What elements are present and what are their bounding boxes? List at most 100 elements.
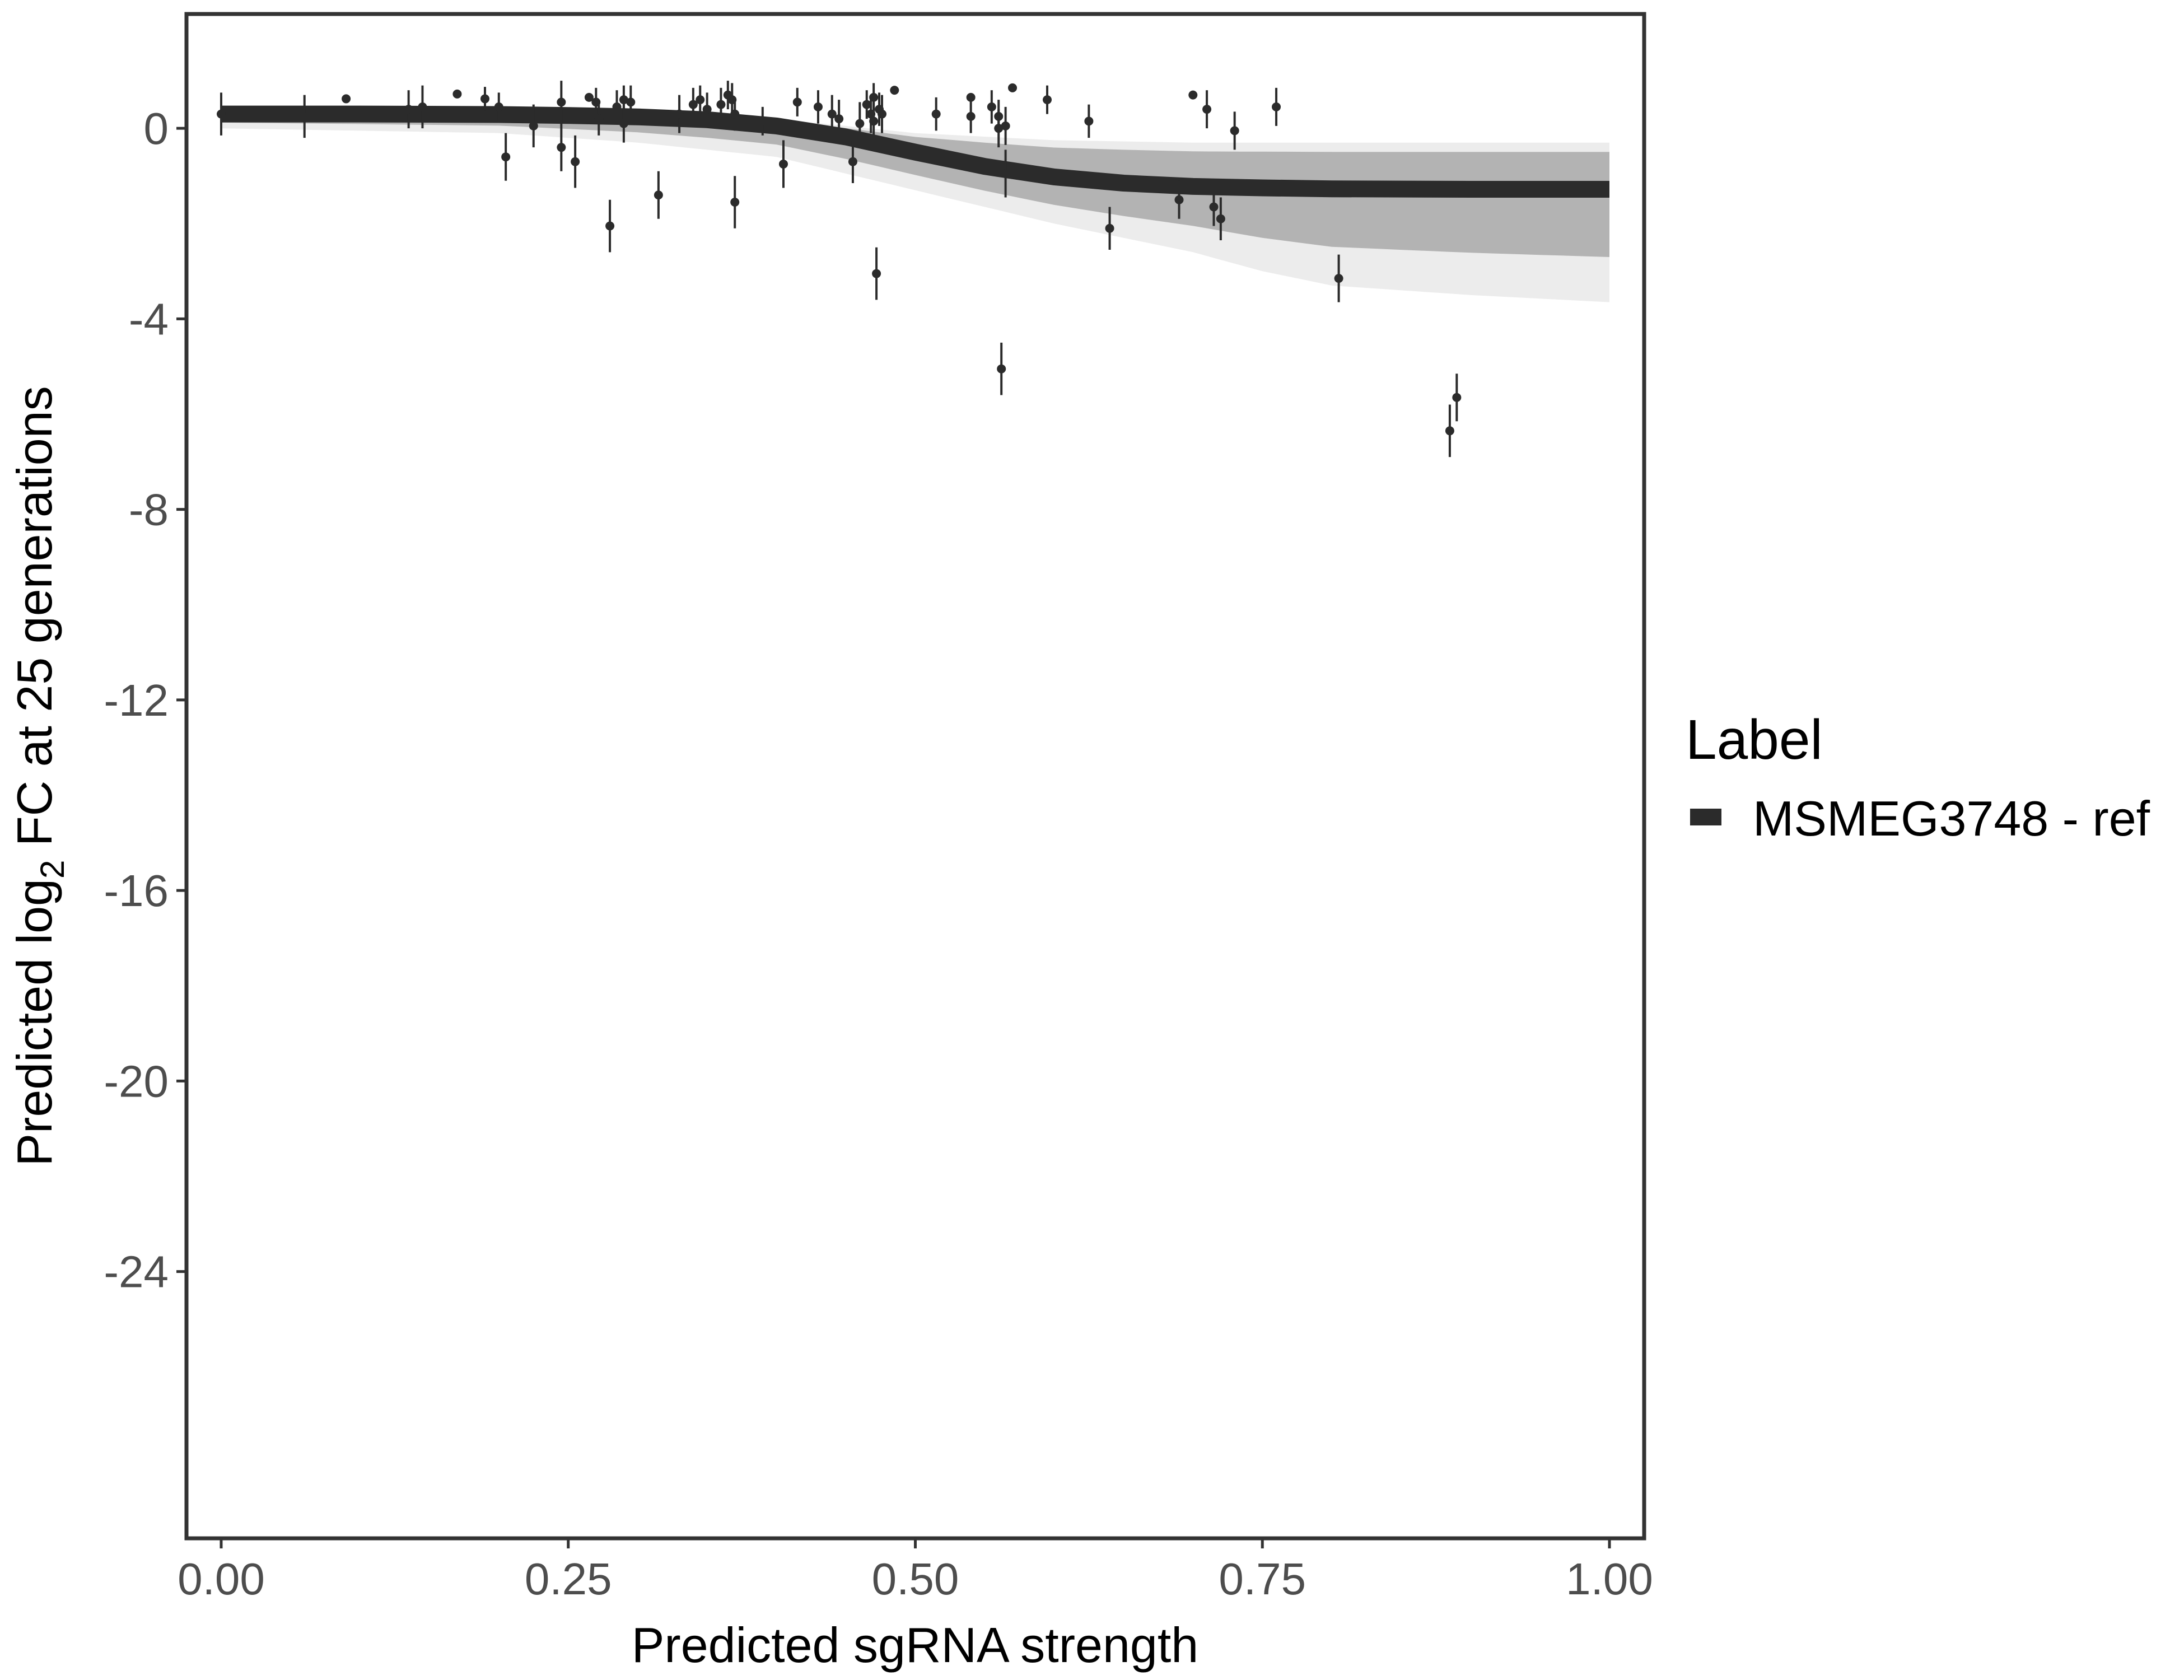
data-point-47 [931,97,941,131]
y-axis: 0 -4 -8 -12 -16 -20 -24 [104,104,186,1297]
point-marker [869,116,879,126]
data-point-63 [1209,188,1219,226]
data-point-34 [813,90,823,124]
data-point-2 [342,94,351,104]
point-marker [1202,105,1212,114]
data-point-37 [848,140,857,183]
point-marker [675,109,684,119]
point-marker [1008,83,1018,92]
data-point-1 [300,95,309,138]
data-point-66 [1272,87,1281,126]
point-marker [688,100,698,109]
point-marker [1209,202,1219,212]
point-marker [605,221,615,231]
point-marker [501,152,511,162]
legend: Label MSMEG3748 - ref [1686,708,2150,846]
point-marker [529,121,538,130]
data-point-32 [778,140,788,188]
data-point-29 [730,97,740,131]
point-marker [931,109,941,119]
data-point-60 [1174,180,1184,219]
point-marker [300,111,309,121]
point-marker [1445,426,1454,436]
y-tick-label: -12 [104,675,169,725]
point-marker [994,124,1004,133]
point-marker [1452,393,1462,402]
data-point-8 [501,133,511,181]
data-point-48 [966,92,976,102]
point-marker [342,94,351,104]
data-point-30 [730,176,740,228]
y-axis-title-rest: FC at 25 generations [7,386,62,860]
data-point-57 [1043,85,1052,114]
point-marker [696,95,705,105]
point-marker [1216,214,1225,223]
point-marker [584,92,594,102]
point-marker [480,94,489,104]
point-marker [557,97,566,107]
data-point-0 [216,92,226,136]
point-marker [792,97,802,107]
data-point-3 [404,90,413,129]
point-marker [1272,102,1281,111]
y-axis-title-main: Predicted log [7,879,62,1166]
point-marker [654,190,663,200]
y-tick-label: -24 [104,1247,169,1297]
data-point-17 [612,90,622,124]
y-tick-label: 0 [144,104,169,153]
data-point-42 [869,102,879,141]
data-point-54 [1001,106,1010,145]
data-point-5 [452,89,462,99]
point-marker [855,119,865,128]
data-point-49 [966,100,976,133]
fit-curve [221,105,1609,198]
data-point-69 [1452,374,1462,422]
x-tick-label: 0.50 [872,1554,959,1604]
x-tick-label: 0.75 [1219,1554,1306,1604]
data-point-6 [480,87,489,111]
point-marker [716,100,726,109]
point-marker [452,89,462,99]
point-marker [1188,90,1198,100]
data-point-52 [994,109,1004,148]
data-point-64 [1216,197,1225,241]
point-marker [966,111,976,121]
data-point-9 [529,104,538,148]
point-marker [730,109,740,119]
legend-key [1690,809,1721,825]
data-point-10 [557,81,566,124]
data-point-62 [1202,90,1212,129]
point-marker [1084,116,1094,126]
data-point-55 [1001,150,1010,198]
point-marker [557,143,566,152]
data-point-36 [834,100,844,138]
point-marker [494,102,503,111]
point-marker [619,119,628,128]
y-axis-title-subscript: 2 [34,860,71,879]
fit-curve-layer [221,105,1609,198]
point-marker [1105,223,1114,233]
x-tick-label: 0.00 [178,1554,265,1604]
legend-title: Label [1686,708,1823,771]
data-point-26 [716,87,726,122]
point-marker [1230,126,1239,136]
point-marker [834,114,844,124]
legend-label: MSMEG3748 - ref [1753,791,2150,846]
data-point-58 [1084,104,1094,138]
data-points-layer [216,81,1462,458]
data-point-25 [702,92,712,126]
data-point-33 [792,87,802,116]
point-marker [862,100,871,109]
point-marker [997,364,1006,374]
point-marker [1043,95,1052,105]
data-point-35 [827,95,837,133]
point-marker [418,102,427,111]
data-point-12 [571,135,580,188]
point-marker [848,157,857,166]
data-point-15 [594,102,604,136]
data-point-13 [584,92,594,102]
point-marker [612,102,622,111]
y-tick-label: -20 [104,1056,169,1106]
point-marker [872,269,881,278]
